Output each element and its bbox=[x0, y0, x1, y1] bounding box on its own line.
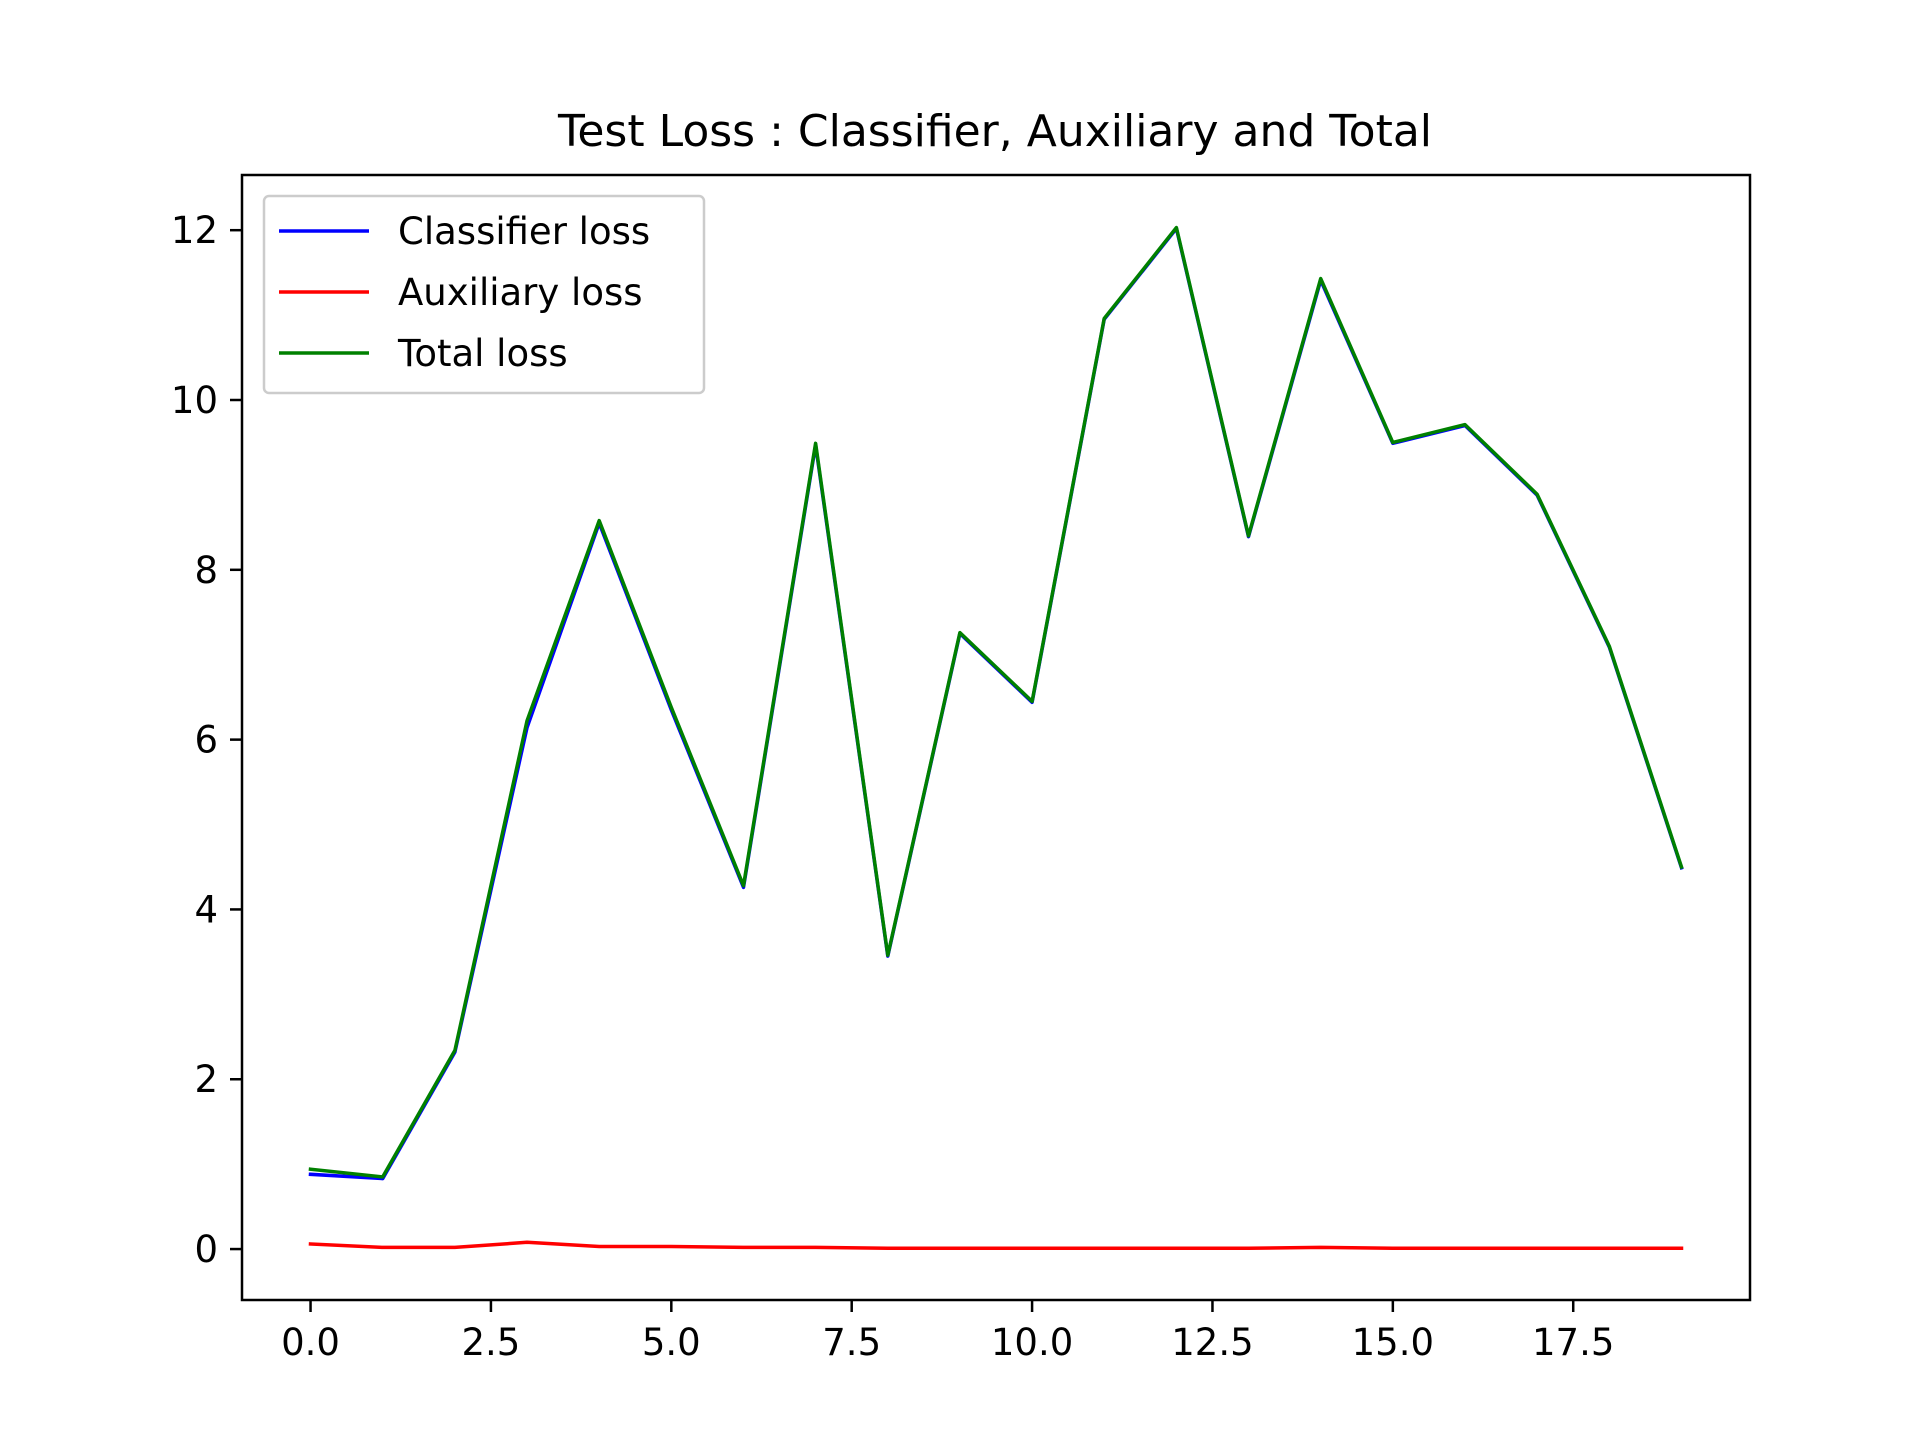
series-line-auxiliary-loss bbox=[308, 1240, 1684, 1250]
y-tick-label: 8 bbox=[194, 549, 218, 592]
y-tick-label: 10 bbox=[171, 379, 218, 422]
x-tick-label: 5.0 bbox=[642, 1321, 701, 1364]
y-tick-label: 6 bbox=[194, 719, 218, 762]
y-tick-label: 2 bbox=[194, 1058, 218, 1101]
x-tick-label: 10.0 bbox=[991, 1321, 1073, 1364]
y-tick-label: 12 bbox=[171, 209, 218, 252]
plot-lines bbox=[308, 225, 1684, 1250]
legend-label: Total loss bbox=[397, 332, 568, 375]
legend: Classifier loss Auxiliary loss Total loss bbox=[262, 194, 706, 395]
x-tick-label: 17.5 bbox=[1532, 1321, 1614, 1364]
legend-label: Classifier loss bbox=[398, 210, 650, 253]
x-tick-label: 0.0 bbox=[281, 1321, 340, 1364]
x-tick-label: 7.5 bbox=[822, 1321, 881, 1364]
y-tick-label: 0 bbox=[194, 1228, 218, 1271]
x-tick-label: 12.5 bbox=[1171, 1321, 1253, 1364]
series-line-total-loss bbox=[308, 225, 1684, 1179]
y-axis: 0 2 4 6 8 10 12 bbox=[171, 209, 242, 1271]
plot-area-frame bbox=[240, 173, 1752, 1302]
x-tick-label: 2.5 bbox=[462, 1321, 521, 1364]
legend-label: Auxiliary loss bbox=[398, 271, 643, 314]
x-tick-label: 15.0 bbox=[1352, 1321, 1434, 1364]
legend-box bbox=[262, 194, 706, 395]
x-axis: 0.0 2.5 5.0 7.5 10.0 12.5 15.0 17.5 bbox=[281, 1300, 1614, 1364]
chart-title: Test Loss : Classifier, Auxiliary and To… bbox=[557, 106, 1432, 157]
y-tick-label: 4 bbox=[194, 888, 218, 931]
